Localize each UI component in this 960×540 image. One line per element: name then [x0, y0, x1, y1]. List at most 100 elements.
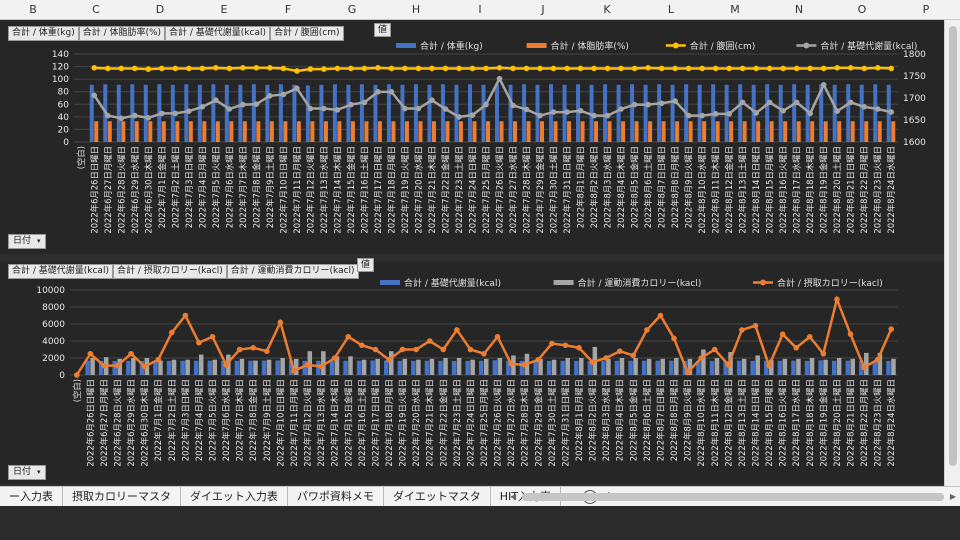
chart1-value-tag[interactable]: 値: [374, 23, 392, 37]
chart1-bar: [188, 121, 193, 142]
chart2-date-filter-button[interactable]: 日付 ▾: [8, 465, 46, 480]
chart2-x-tick-label: 2022年6月27日月曜日: [99, 379, 109, 467]
chart1-bar: [472, 121, 477, 142]
chart2-bar: [519, 360, 525, 375]
chart1-field-button-3[interactable]: 合計 / 腹囲(cm): [270, 26, 344, 41]
chart1-bar: [850, 121, 855, 142]
column-header-C[interactable]: C: [92, 3, 100, 16]
chart1-bar: [238, 84, 243, 142]
chart2-value-tag[interactable]: 値: [357, 258, 375, 272]
scroll-right-icon[interactable]: ▶: [949, 492, 956, 501]
chart1-bar: [697, 84, 702, 142]
chart1-bar: [823, 121, 828, 142]
column-header-L[interactable]: L: [667, 3, 675, 16]
horizontal-scrollbar-thumb[interactable]: [522, 493, 944, 501]
chart1-line-point: [267, 65, 273, 71]
sheet-tab-1[interactable]: 摂取カロリーマスタ: [63, 486, 181, 507]
chart2-bar: [411, 360, 416, 375]
chart2-field-button-1[interactable]: 合計 / 摂取カロリー(kacl): [112, 264, 227, 279]
column-header-M[interactable]: M: [730, 3, 740, 16]
column-header-F[interactable]: F: [284, 3, 292, 16]
chart1-x-tick-label: 2022年8月9日火曜日: [684, 146, 694, 228]
sheet-tab-3[interactable]: パワポ資料メモ: [288, 486, 384, 507]
chart2-bar: [248, 360, 253, 375]
column-header-H[interactable]: H: [411, 3, 421, 16]
chart1-bar: [319, 84, 324, 142]
pivot-chart-calories[interactable]: 合計 / 基礎代謝量(kcal) 合計 / 摂取カロリー(kacl) 合計 / 運動…: [0, 258, 944, 484]
chart1-line-point: [496, 75, 503, 82]
chart1-field-button-2[interactable]: 合計 / 基礎代謝量(kcal): [165, 26, 270, 41]
column-header-B[interactable]: B: [29, 3, 37, 16]
horizontal-scrollbar[interactable]: ◀ ▶: [510, 491, 956, 503]
sheet-tabs: ー入力表摂取カロリーマスタダイエット入力表パワポ資料メモダイエットマスタHIT入…: [0, 486, 562, 507]
sheet-tab-0[interactable]: ー入力表: [0, 486, 63, 507]
chart1-line-point: [564, 109, 570, 115]
chart1-x-tick-label: 2022年8月23日火曜日: [873, 146, 883, 234]
chart2-line-point: [508, 361, 514, 367]
chart1-field-button-1[interactable]: 合計 / 体脂肪率(%): [78, 26, 166, 41]
chart2-x-tick-label: 2022年7月15日金曜日: [343, 379, 353, 467]
chart2-bar: [343, 360, 348, 375]
chart1-line-point: [91, 65, 98, 71]
chart1-date-filter-button[interactable]: 日付 ▾: [8, 234, 46, 249]
sheet-tab-2[interactable]: ダイエット入力表: [181, 486, 288, 507]
chart1-line-point: [240, 65, 246, 71]
chart2-line-point: [481, 350, 487, 357]
chart1-line-point: [456, 65, 462, 72]
chart2-bar: [696, 360, 701, 375]
column-header-G[interactable]: G: [347, 3, 357, 16]
chart2-x-tick-label: 2022年7月11日月曜日: [289, 379, 299, 467]
chart2-line-point: [440, 346, 447, 353]
chart2-bar: [891, 358, 896, 375]
chart1-bar: [562, 84, 567, 142]
chart1-x-tick-label: 2022年7月20日水曜日: [413, 146, 423, 234]
chart2-x-tick-label: 2022年8月24日水曜日: [886, 379, 896, 467]
chart1-bar: [715, 121, 720, 142]
chart1-line-point: [469, 112, 476, 118]
chart2-bar: [416, 359, 421, 375]
chart1-line-point: [118, 115, 125, 122]
vertical-scrollbar[interactable]: [944, 20, 960, 486]
chart2-legend-item-1: 合計 / 運動消費カロリー(kacl): [553, 277, 701, 289]
chart1-line-point: [672, 98, 678, 104]
chart2-y-tick-label: 8000: [42, 303, 65, 313]
chart1-line-point: [294, 85, 300, 92]
chart1-bar: [310, 121, 315, 142]
column-header-J[interactable]: J: [541, 3, 545, 16]
chart1-x-tick-label: 2022年8月11日木曜日: [711, 146, 721, 234]
chart1-line-point: [159, 65, 165, 72]
chart2-bar: [877, 352, 883, 375]
column-header-K[interactable]: K: [603, 3, 611, 16]
chart2-x-tick-label: 2022年8月19日金曜日: [818, 379, 828, 467]
chart2-line-point: [657, 312, 664, 319]
chart2-bar: [619, 358, 625, 375]
column-header-D[interactable]: D: [155, 3, 165, 16]
chart2-field-button-0[interactable]: 合計 / 基礎代謝量(kcal): [8, 264, 113, 279]
chart2-bar: [388, 351, 394, 375]
chart1-x-tick-label: 2022年6月29日水曜日: [130, 146, 140, 234]
chart1-line-point: [658, 65, 665, 72]
chart2-line-point: [426, 338, 433, 344]
chart1-line-point: [213, 65, 219, 71]
chart1-bar: [580, 121, 585, 142]
chart1-bar: [796, 121, 801, 142]
chart1-line-point: [361, 65, 368, 72]
chart2-field-button-2[interactable]: 合計 / 運動消費カロリー(kacl): [226, 264, 359, 279]
column-header-N[interactable]: N: [794, 3, 804, 16]
chart1-field-button-0[interactable]: 合計 / 体重(kg): [8, 26, 79, 41]
pivot-chart-body-metrics[interactable]: 合計 / 体重(kg) 合計 / 体脂肪率(%) 合計 / 基礎代謝量(kcal) 合…: [0, 20, 944, 254]
svg-text:合計 / 体脂肪率(%): 合計 / 体脂肪率(%): [551, 40, 629, 52]
chart1-line-point: [888, 65, 895, 72]
column-header-I[interactable]: I: [478, 3, 482, 16]
chart2-bar: [546, 360, 552, 375]
column-header-E[interactable]: E: [220, 3, 228, 16]
column-header-P[interactable]: P: [922, 3, 930, 16]
scroll-left-icon[interactable]: ◀: [510, 492, 517, 501]
chart2-bar: [456, 358, 462, 375]
sheet-tab-4[interactable]: ダイエットマスタ: [384, 486, 491, 507]
chart2-line-point: [671, 335, 677, 342]
chart1-line-point: [348, 101, 354, 108]
column-header-O[interactable]: O: [857, 3, 867, 16]
chart1-x-tick-label: 2022年8月15日月曜日: [765, 146, 775, 234]
vertical-scrollbar-thumb[interactable]: [949, 26, 957, 466]
